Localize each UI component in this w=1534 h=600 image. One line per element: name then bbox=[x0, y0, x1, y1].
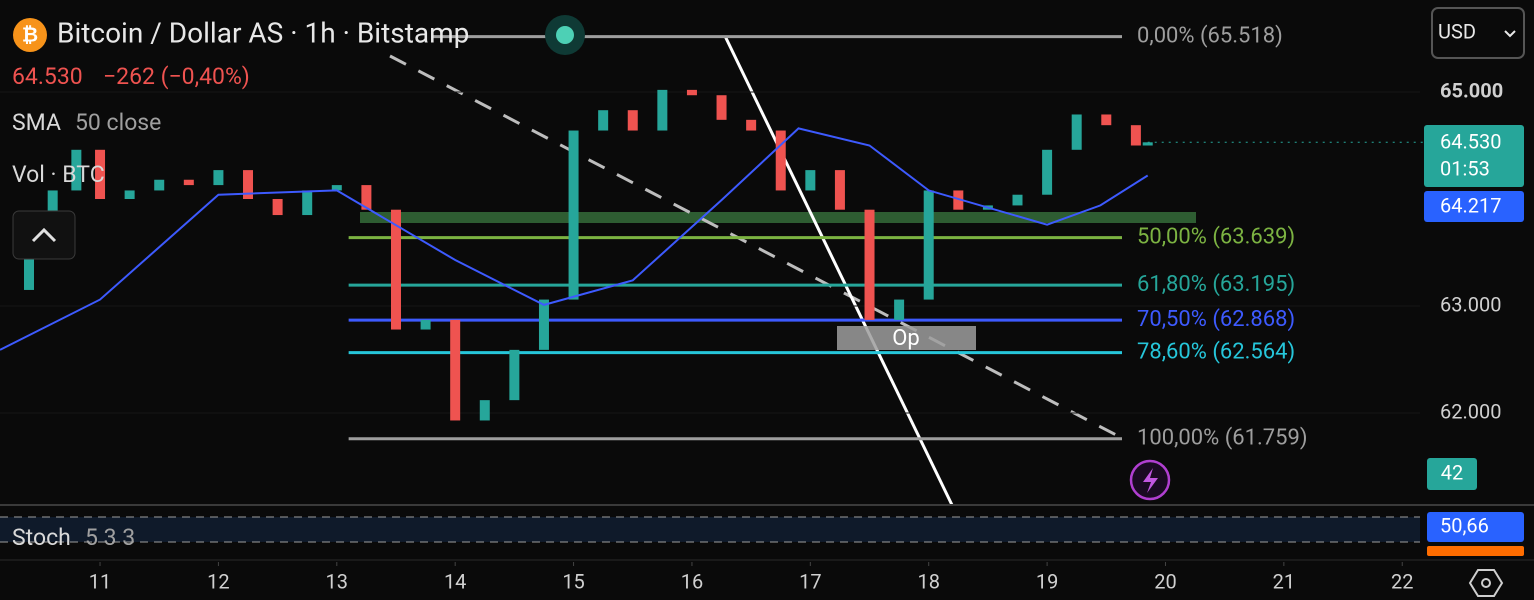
zone bbox=[360, 212, 1196, 223]
stoch-band bbox=[0, 517, 1420, 542]
trend-line bbox=[723, 35, 954, 506]
sma-params: 50 close bbox=[75, 109, 161, 136]
currency-select[interactable] bbox=[1431, 7, 1525, 59]
symbol-title: Bitcoin / Dollar AS · 1h · Bitstamp bbox=[57, 16, 469, 49]
stoch-badge-text: 50,66 bbox=[1440, 513, 1489, 537]
candle bbox=[479, 400, 490, 421]
candle bbox=[716, 95, 727, 120]
fib-label: 78,60% (62.564) bbox=[1137, 339, 1295, 364]
stoch-params: 5 3 3 bbox=[85, 524, 135, 551]
fib-label: 0,00% (65.518) bbox=[1137, 23, 1283, 48]
x-tick-label: 15 bbox=[562, 569, 584, 593]
candle bbox=[568, 130, 579, 300]
countdown-text: 01:53 bbox=[1440, 156, 1490, 180]
fib-label: 100,00% (61.759) bbox=[1137, 426, 1308, 451]
annotation-text: Op bbox=[892, 326, 920, 351]
trend-line bbox=[389, 54, 1121, 439]
annotation-box bbox=[837, 326, 976, 350]
candle bbox=[894, 299, 905, 320]
candle bbox=[657, 89, 668, 131]
candle bbox=[627, 110, 638, 131]
candle bbox=[598, 110, 609, 131]
candle bbox=[923, 190, 934, 300]
x-tick-label: 22 bbox=[1391, 569, 1413, 593]
candle bbox=[1071, 114, 1082, 150]
candle bbox=[953, 190, 964, 210]
x-tick-label: 14 bbox=[444, 569, 466, 593]
volume-badge-text: 42 bbox=[1441, 460, 1463, 484]
candle bbox=[834, 170, 845, 210]
volume-label[interactable]: Vol · BTC bbox=[12, 161, 105, 188]
candle bbox=[124, 190, 135, 200]
x-tick-label: 11 bbox=[89, 569, 111, 593]
plot: 0,00% (65.518) 50,00% (63.639) 61,80% (63.… bbox=[0, 23, 1424, 566]
dropdown-icon bbox=[1504, 30, 1516, 38]
candle bbox=[183, 179, 194, 186]
candle bbox=[47, 190, 58, 216]
x-tick-label: 13 bbox=[326, 569, 348, 593]
settings-button[interactable] bbox=[1468, 569, 1504, 597]
settings-icon bbox=[1481, 578, 1491, 588]
sma-badge-text: 64.217 bbox=[1440, 193, 1501, 217]
currency-value: USD bbox=[1438, 19, 1476, 43]
candle bbox=[686, 89, 697, 96]
stoch-label[interactable]: Stoch bbox=[12, 524, 71, 551]
last-price: 64.530 bbox=[12, 63, 83, 90]
price-badge-text: 64.530 bbox=[1440, 129, 1501, 153]
x-tick-label: 12 bbox=[207, 569, 229, 593]
candle bbox=[95, 149, 106, 200]
sma-badge bbox=[1424, 191, 1524, 222]
candle bbox=[746, 119, 757, 131]
candle bbox=[805, 170, 816, 191]
price-change: −262 (−0,40%) bbox=[103, 63, 250, 90]
stoch-badge bbox=[1427, 512, 1524, 542]
x-tick-label: 18 bbox=[917, 569, 939, 593]
collapse-button[interactable] bbox=[12, 210, 76, 260]
candle bbox=[864, 209, 875, 320]
x-tick-label: 20 bbox=[1154, 569, 1176, 593]
candle bbox=[390, 209, 401, 330]
price-badge bbox=[1424, 125, 1524, 187]
coin-icon bbox=[13, 18, 47, 52]
fib-label: 70,50% (62.868) bbox=[1137, 307, 1295, 332]
y-tick-label: 65.000 bbox=[1440, 78, 1503, 102]
candle bbox=[1130, 125, 1141, 146]
candle bbox=[361, 185, 372, 210]
alert-icon bbox=[1143, 468, 1158, 493]
candle bbox=[272, 199, 283, 216]
candle bbox=[331, 185, 342, 191]
x-tick-label: 16 bbox=[681, 569, 703, 593]
candle bbox=[1012, 194, 1023, 206]
candle bbox=[71, 149, 82, 191]
fib-label: 61,80% (63.195) bbox=[1137, 272, 1295, 297]
candle bbox=[775, 130, 786, 191]
candle bbox=[154, 179, 165, 191]
candle bbox=[1142, 142, 1153, 146]
candle bbox=[1042, 149, 1053, 195]
y-tick-label: 62.000 bbox=[1440, 399, 1501, 423]
x-tick-label: 21 bbox=[1273, 569, 1295, 593]
candle bbox=[450, 319, 461, 421]
candle bbox=[1101, 114, 1112, 126]
collapse-icon bbox=[31, 227, 57, 243]
fib-label: 50,00% (63.639) bbox=[1137, 224, 1295, 249]
candle bbox=[420, 319, 431, 330]
candle bbox=[302, 190, 313, 216]
candle bbox=[213, 170, 224, 186]
candle bbox=[509, 349, 520, 401]
stoch-badge-2 bbox=[1427, 546, 1524, 556]
candle bbox=[243, 170, 254, 200]
x-tick-label: 17 bbox=[799, 569, 821, 593]
status-dot bbox=[556, 26, 574, 44]
candle bbox=[538, 299, 549, 350]
volume-badge bbox=[1427, 458, 1477, 490]
sma-label[interactable]: SMA bbox=[12, 109, 61, 136]
coin-icon-glyph: ₿ bbox=[22, 22, 38, 46]
y-tick-label: 63.000 bbox=[1440, 292, 1501, 316]
sma-line bbox=[0, 127, 1149, 351]
x-tick-label: 19 bbox=[1036, 569, 1058, 593]
